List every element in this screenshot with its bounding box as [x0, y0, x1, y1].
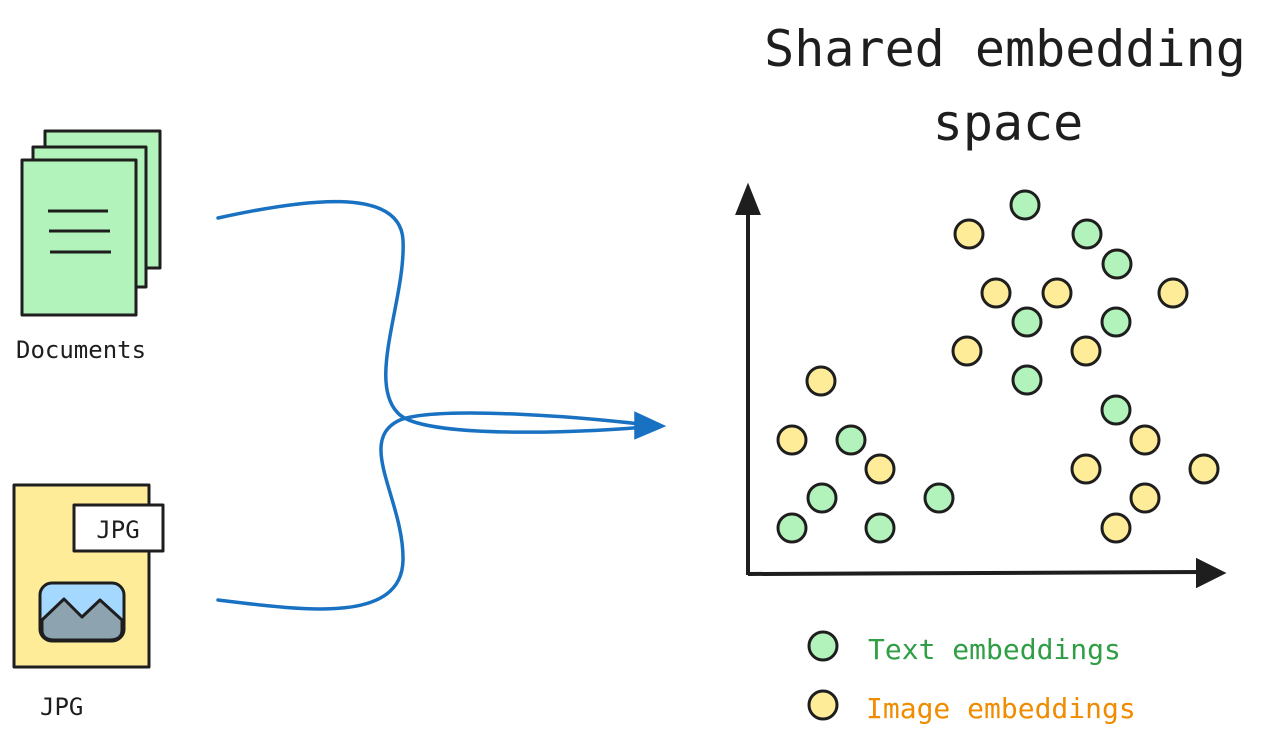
text-embedding-point	[923, 482, 955, 514]
text-embedding-point	[1100, 306, 1132, 338]
image-embedding-point	[805, 365, 837, 397]
documents-flow-curve	[216, 199, 657, 434]
legend: Text embeddings Image embeddings	[807, 630, 1136, 725]
title-line-1: Shared embedding	[764, 20, 1246, 78]
text-embedding-point	[1100, 394, 1132, 426]
text-embedding-point	[1009, 189, 1041, 221]
jpg-tag-label: JPG	[96, 516, 139, 544]
image-embedding-point	[1100, 512, 1132, 544]
image-embedding-point	[1129, 424, 1161, 456]
legend-text-embeddings: Text embeddings	[868, 633, 1121, 666]
embedding-points	[776, 189, 1220, 544]
legend-image-marker	[807, 689, 839, 721]
text-embedding-point	[776, 512, 808, 544]
text-embedding-point	[1101, 248, 1133, 280]
text-embedding-point	[806, 482, 838, 514]
image-embedding-point	[1070, 453, 1102, 485]
axes	[735, 182, 1227, 589]
legend-image-embeddings: Image embeddings	[866, 692, 1136, 725]
text-embedding-point	[835, 424, 867, 456]
image-flow-curve	[216, 411, 657, 611]
image-embedding-point	[1070, 335, 1102, 367]
text-embedding-point	[1011, 364, 1043, 396]
jpg-file-icon	[12, 483, 165, 669]
text-embedding-point	[864, 512, 896, 544]
image-embedding-point	[951, 335, 983, 367]
image-embedding-point	[1157, 277, 1189, 309]
image-embedding-point	[776, 424, 808, 456]
text-embedding-point	[1071, 218, 1103, 250]
flow-arrows	[216, 199, 667, 611]
documents-icon	[20, 129, 162, 317]
text-embedding-point	[1011, 306, 1043, 338]
documents-label: Documents	[16, 336, 146, 364]
image-embedding-point	[864, 453, 896, 485]
title-line-2: space	[933, 94, 1084, 152]
image-embedding-point	[953, 218, 985, 250]
arrowhead-icon	[634, 411, 667, 440]
jpg-label: JPG	[40, 693, 83, 721]
image-embedding-point	[1188, 453, 1220, 485]
image-embedding-point	[1041, 277, 1073, 309]
legend-text-marker	[807, 630, 839, 662]
image-embedding-point	[1129, 482, 1161, 514]
x-axis-arrow-icon	[1196, 557, 1227, 589]
image-embedding-point	[980, 277, 1012, 309]
x-axis	[747, 570, 1206, 576]
y-axis-arrow-icon	[735, 182, 761, 215]
